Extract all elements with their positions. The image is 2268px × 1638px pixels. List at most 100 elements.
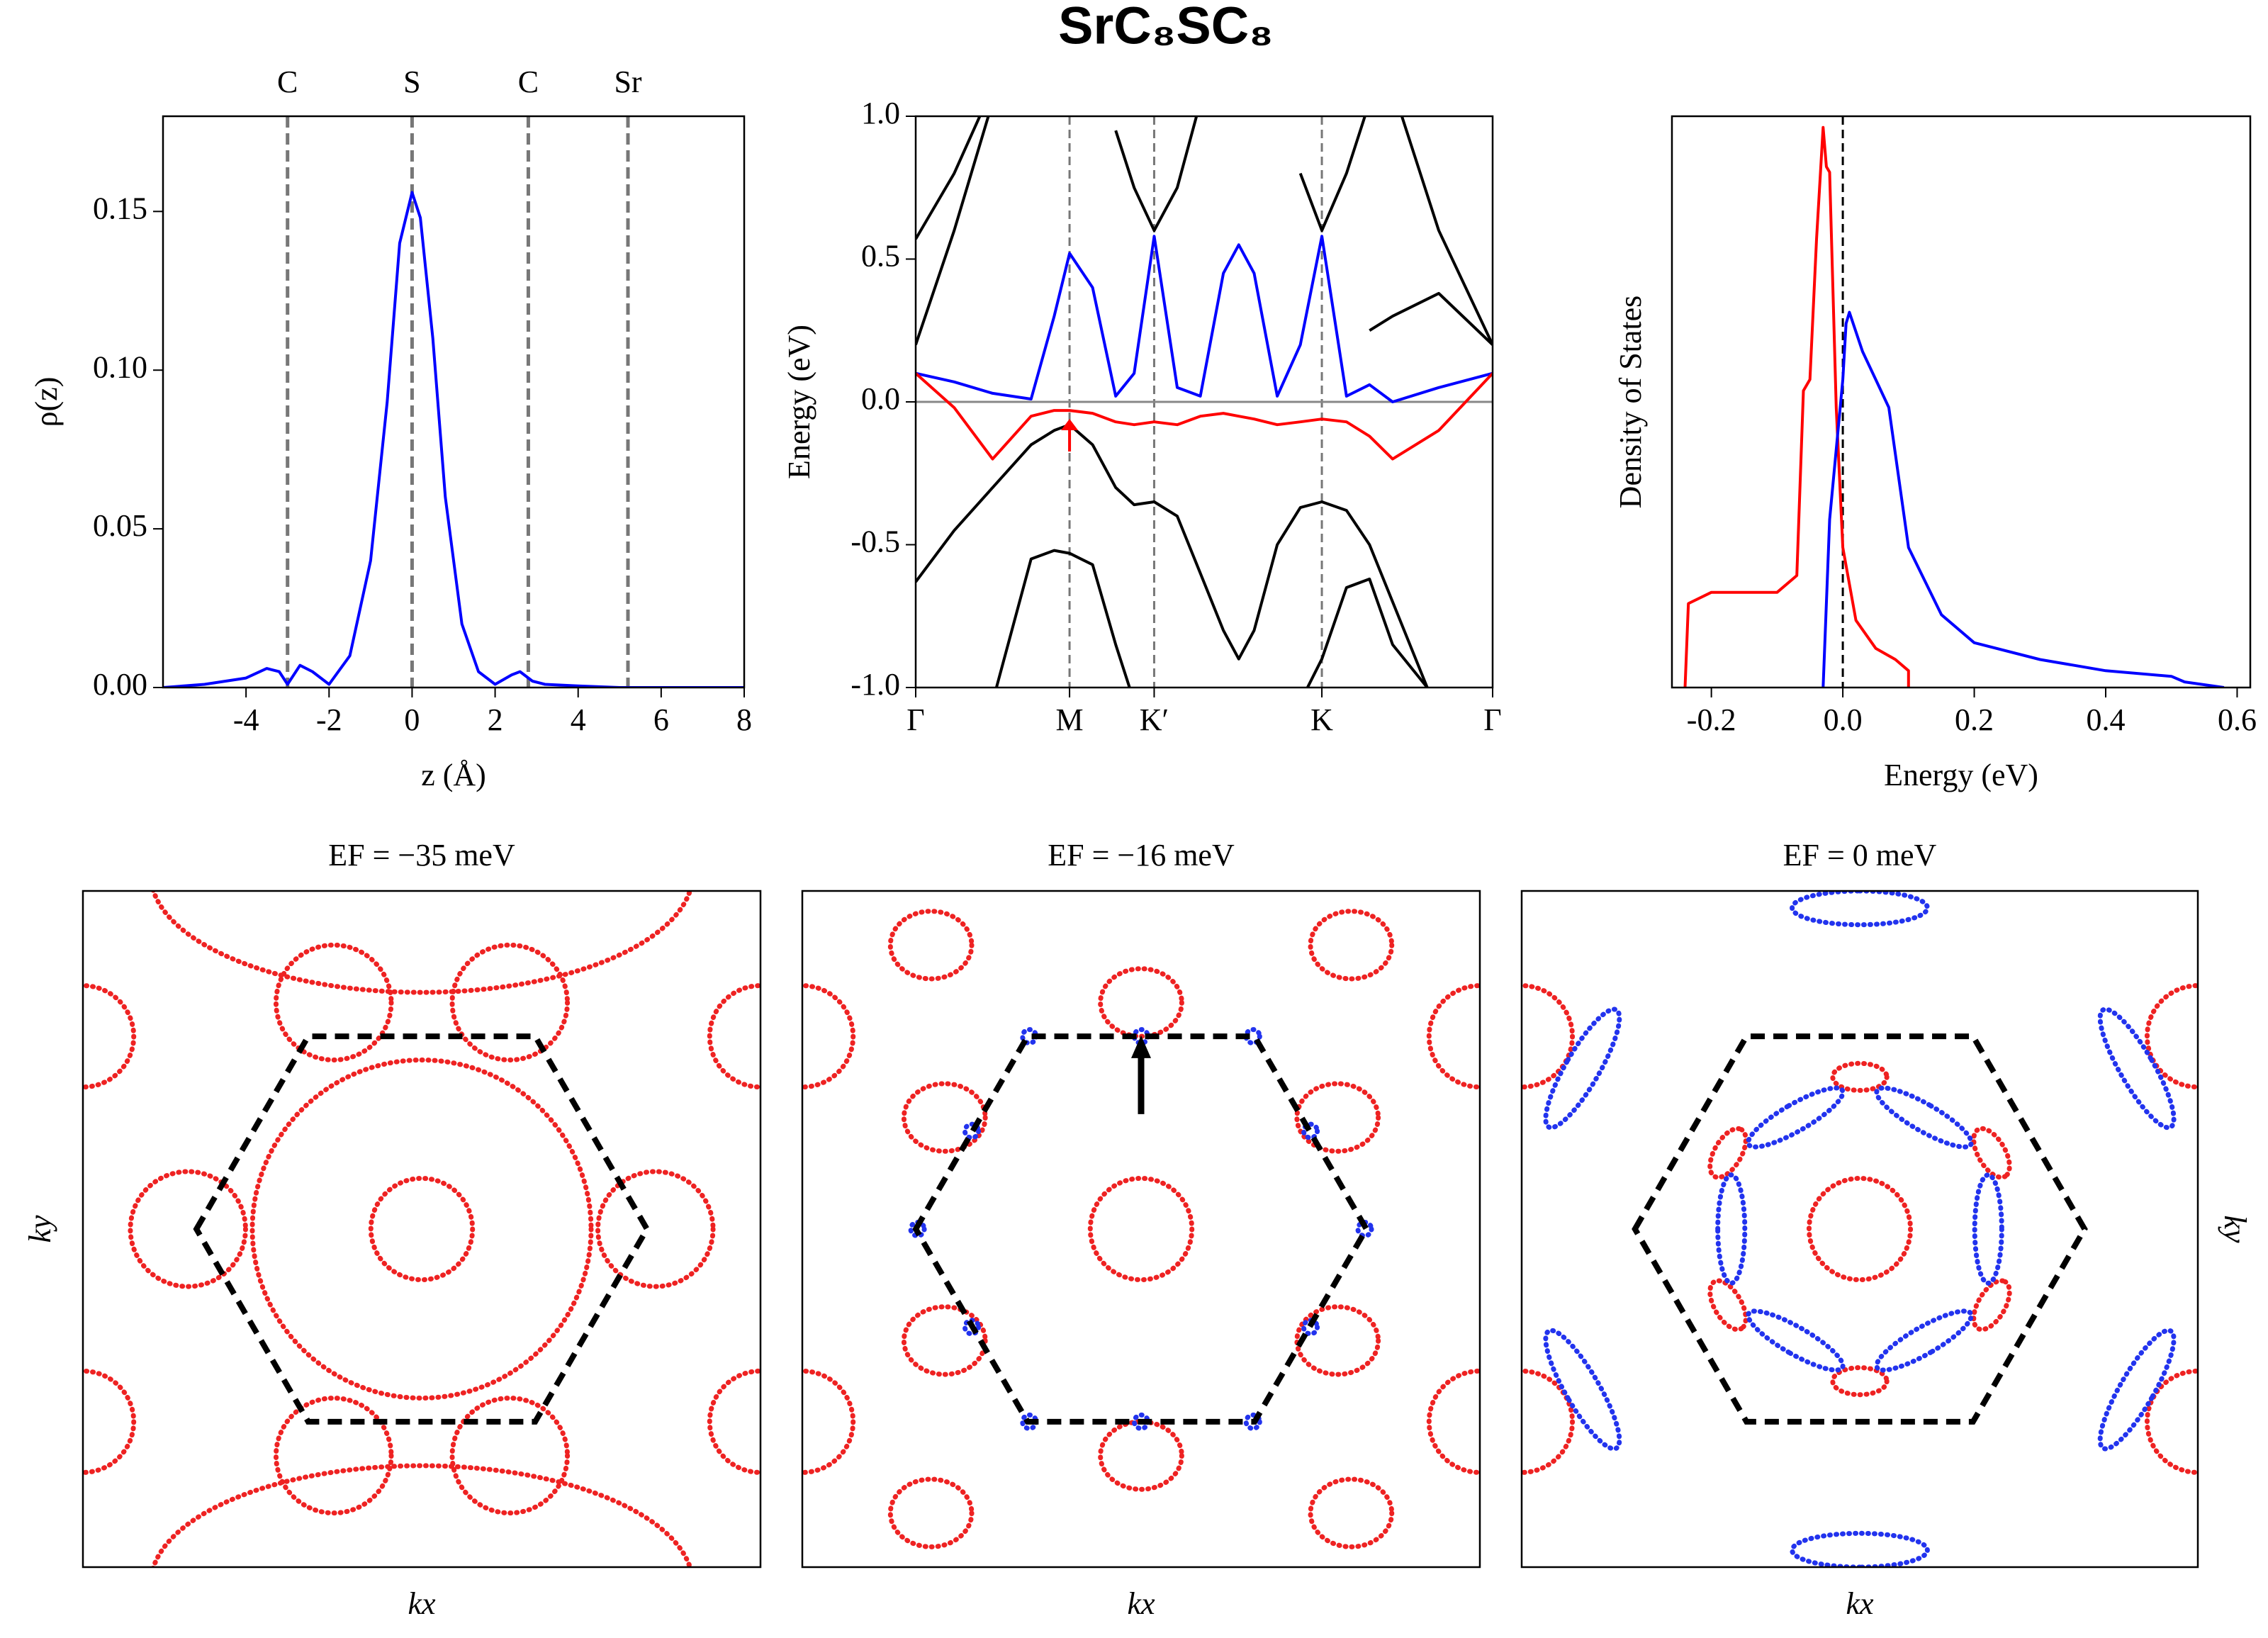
x-axis-label: kx (1127, 1586, 1155, 1621)
panel-title: EF = 0 meV (1783, 838, 1937, 873)
curve (916, 116, 1366, 240)
curve (994, 549, 1131, 688)
fermi-contour (368, 1175, 476, 1283)
fermi-contour (273, 1396, 394, 1516)
x-tick-label: 0 (404, 702, 420, 737)
x-axis-label: z (Å) (421, 758, 486, 792)
fermi-contour (449, 942, 571, 1063)
axes-frame (801, 890, 1481, 1569)
fermi-contour (1830, 1060, 1890, 1093)
fermi-contour (1746, 1308, 1846, 1373)
fermi-contour (1522, 983, 1576, 1090)
plot-area (802, 909, 1480, 1549)
y-tick-label: 0.00 (93, 667, 147, 702)
x-tick-label: 0.4 (2087, 702, 2126, 737)
fermi-contour (1874, 1085, 1974, 1150)
plot-area (83, 891, 760, 1567)
curve (916, 235, 1493, 403)
y-axis-label: Density of States (1613, 296, 1648, 509)
curve (163, 191, 744, 688)
x-axis-label: kx (1846, 1586, 1874, 1621)
plot-area (916, 116, 1493, 688)
arrow-head (1131, 1035, 1151, 1058)
fermi-contour (150, 1463, 693, 1567)
arrow-head (1061, 419, 1079, 430)
curve (1821, 310, 2225, 688)
fermi-contour (1301, 1121, 1320, 1140)
x-tick-label: 2 (488, 702, 503, 737)
curve (1683, 125, 1910, 688)
x-axis-label: Energy (eV) (1884, 758, 2038, 792)
curve (1306, 577, 1430, 688)
plot-area (1683, 116, 2225, 688)
curve (1369, 291, 1493, 346)
fermi-contour (1426, 1368, 1480, 1475)
axes-frame (1671, 115, 2252, 689)
fermi-contour (1522, 1368, 1576, 1475)
y-axis-label: Energy (eV) (782, 325, 816, 479)
fermi-contour (901, 1304, 988, 1377)
fermi-contour (1294, 1081, 1381, 1154)
fermi-contour (83, 983, 137, 1090)
atom-label: S (403, 64, 420, 99)
x-tick-label: 0.2 (1955, 702, 1994, 737)
y-axis-label: ρ(z) (29, 377, 64, 427)
x-tick-label: Γ (906, 702, 924, 737)
fermi-contour (1790, 1530, 1930, 1567)
fermi-contour (2097, 1006, 2177, 1131)
atom-label: C (518, 64, 539, 99)
fermi-contour (887, 909, 975, 982)
fermi-contour (1806, 1175, 1914, 1283)
x-axis-label: kx (408, 1586, 436, 1621)
fermi-contour (1707, 1278, 1748, 1333)
x-tick-label: K (1310, 702, 1333, 737)
fermi-contour (1426, 983, 1480, 1090)
x-tick-label: K′ (1140, 702, 1169, 737)
fermi-contour (887, 1476, 975, 1549)
figure-title: SrC₈SC₈ (1058, 0, 1274, 55)
curve (916, 116, 1493, 346)
x-tick-label: -0.2 (1687, 702, 1736, 737)
fermi-contour (1874, 1308, 1974, 1373)
x-tick-label: M (1056, 702, 1084, 737)
x-tick-label: 0.0 (1824, 702, 1863, 737)
y-tick-label: 0.0 (861, 381, 900, 416)
curve (916, 372, 1493, 461)
x-tick-label: 4 (571, 702, 586, 737)
brillouin-zone (1632, 1033, 2088, 1425)
fermi-contour (1715, 1172, 1748, 1286)
panel-title: EF = −35 meV (328, 838, 515, 873)
axes-frame (82, 890, 762, 1569)
axes-frame (914, 115, 1494, 689)
fermi-contour (1746, 1085, 1846, 1150)
fermi-contour (962, 1121, 982, 1140)
fermi-contour (83, 1368, 137, 1475)
plot-area (1522, 891, 2198, 1567)
fermi-contour (1243, 1412, 1262, 1431)
y-tick-label: 1.0 (861, 96, 900, 130)
fermi-contour (595, 1169, 716, 1289)
x-tick-label: 8 (736, 702, 752, 737)
fermi-contour (1087, 1175, 1195, 1283)
fermi-contour (150, 891, 693, 995)
y-tick-label: 0.10 (93, 349, 147, 384)
fermi-contour (1971, 1126, 2012, 1180)
fermi-contour (1308, 909, 1395, 982)
y-axis-label: ky (23, 1215, 57, 1243)
y-tick-label: -0.5 (850, 525, 900, 559)
fermi-contour (1543, 1328, 1622, 1452)
fermi-contour (449, 1396, 571, 1516)
fermi-contour (1098, 966, 1184, 1039)
y-tick-label: 0.5 (861, 239, 900, 274)
brillouin-zone (912, 1033, 1370, 1425)
curve (916, 423, 1429, 688)
plot-area (163, 116, 744, 688)
x-tick-label: -2 (316, 702, 342, 737)
fermi-contour (249, 1058, 594, 1401)
fermi-contour (1830, 1365, 1890, 1398)
fermi-contour (1294, 1304, 1381, 1377)
x-tick-label: 0.6 (2218, 702, 2257, 737)
y-tick-label: -1.0 (850, 667, 900, 702)
panel-title: EF = −16 meV (1048, 838, 1235, 873)
